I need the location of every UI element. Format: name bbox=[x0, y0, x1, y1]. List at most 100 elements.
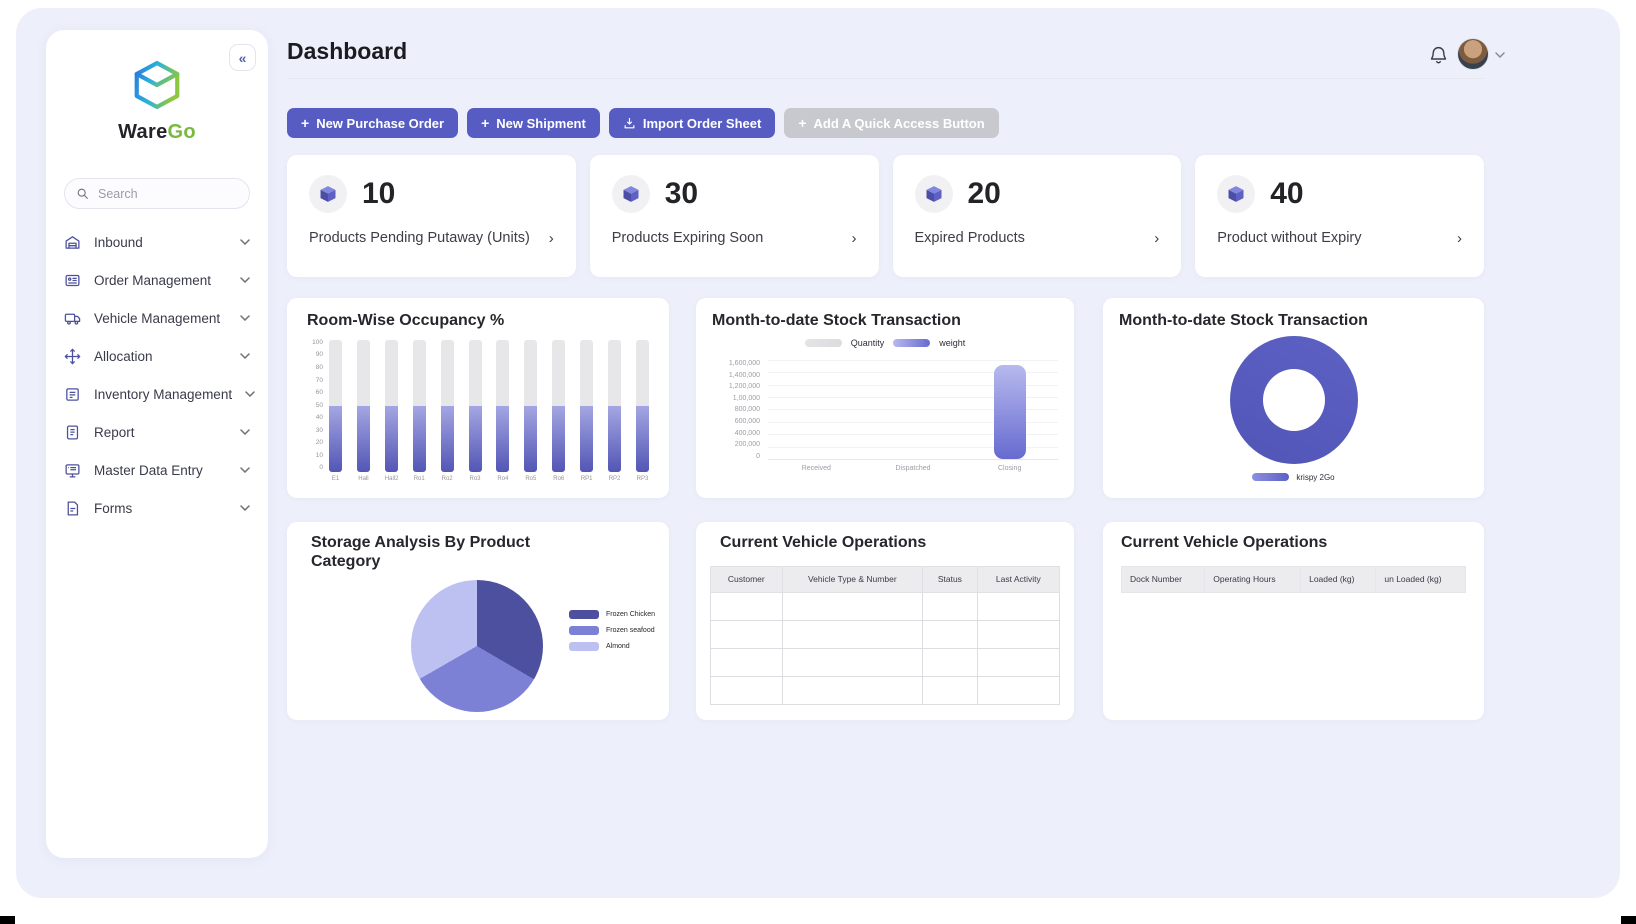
import-order-sheet-button[interactable]: Import Order Sheet bbox=[608, 108, 776, 138]
stat-card-expired-products[interactable]: 20 Expired Products › bbox=[892, 155, 1182, 277]
legend-label: weight bbox=[939, 337, 966, 348]
chevron-down-icon bbox=[240, 505, 250, 511]
button-label: New Purchase Order bbox=[316, 115, 445, 131]
category-slot-received bbox=[768, 360, 865, 459]
sidebar-nav: Inbound Order Management Vehicle Managemen… bbox=[46, 223, 268, 527]
legend-item-frozen-seafood: Frozen seafood bbox=[568, 626, 655, 635]
occupancy-bar-ro5 bbox=[524, 339, 538, 472]
add-a-quick-access-button-button[interactable]: + Add A Quick Access Button bbox=[784, 108, 999, 138]
button-label: New Shipment bbox=[496, 115, 586, 131]
legend-swatch bbox=[568, 642, 599, 651]
stat-label: Product without Expiry bbox=[1217, 230, 1362, 246]
chevron-down-icon bbox=[240, 467, 250, 473]
table-title: Current Vehicle Operations bbox=[1121, 534, 1328, 551]
chart-legend: Frozen Chicken Frozen seafood Almond bbox=[568, 610, 655, 651]
stat-cards-row: 10 Products Pending Putaway (Units) › 30 Pro… bbox=[287, 155, 1484, 277]
legend-swatch bbox=[568, 610, 599, 619]
occupancy-bar-hall bbox=[356, 339, 370, 472]
sidebar-item-label: Inventory Management bbox=[94, 386, 233, 402]
sidebar-item-label: Allocation bbox=[94, 348, 153, 364]
y-axis: 1,600,000 1,400,000 1,200,000 1,00,000 800,0… bbox=[728, 359, 760, 460]
sidebar-item-label: Order Management bbox=[94, 272, 212, 288]
chevron-right-icon: › bbox=[851, 229, 857, 247]
sidebar-item-forms[interactable]: Forms bbox=[46, 489, 268, 527]
table-row bbox=[710, 647, 1061, 677]
sidebar-item-master-data-entry[interactable]: Master Data Entry bbox=[46, 451, 268, 489]
x-axis-labels: E1 Hall Hall2 Ro1 Ro2 Ro3 Ro4 Ro5 Ro6 RP1 RP2 RP3 bbox=[331, 475, 649, 482]
button-label: Import Order Sheet bbox=[642, 115, 762, 131]
move-icon bbox=[64, 348, 81, 365]
download-icon bbox=[623, 117, 636, 130]
room-occupancy-card: Room-Wise Occupancy % 100 90 80 70 60 50 40 30 2… bbox=[287, 298, 669, 498]
search-input[interactable] bbox=[96, 185, 238, 202]
occupancy-bar-rp2 bbox=[608, 339, 622, 472]
sidebar-item-label: Vehicle Management bbox=[94, 310, 221, 326]
chart-title: Month-to-date Stock Transaction bbox=[712, 312, 961, 329]
package-icon bbox=[611, 175, 650, 213]
bars bbox=[329, 339, 649, 472]
sidebar-item-allocation[interactable]: Allocation bbox=[46, 337, 268, 375]
chevron-down-icon bbox=[245, 391, 255, 397]
stat-card-product-without-expiry[interactable]: 40 Product without Expiry › bbox=[1195, 155, 1484, 277]
vehicle-operations-card-1: Current Vehicle Operations Customer Vehic… bbox=[696, 522, 1074, 720]
legend-label: Frozen seafood bbox=[605, 627, 655, 634]
stat-value: 30 bbox=[664, 177, 699, 210]
chart-legend: krispy 2Go bbox=[1252, 473, 1335, 482]
chevron-down-icon bbox=[240, 277, 250, 283]
plot-area bbox=[768, 359, 1058, 460]
monitor-icon bbox=[64, 462, 81, 479]
occupancy-bar-hall2 bbox=[384, 339, 398, 472]
column-header-last-activity: Last Activity bbox=[976, 565, 1061, 593]
sidebar-item-inbound[interactable]: Inbound bbox=[46, 223, 268, 261]
category-slot-dispatched bbox=[865, 360, 962, 459]
occupancy-bar-ro4 bbox=[496, 339, 510, 472]
stock-transaction-donut-card: Month-to-date Stock Transaction krispy 2… bbox=[1103, 298, 1484, 498]
chevron-right-icon: › bbox=[1457, 229, 1462, 247]
cube-logo-icon bbox=[130, 60, 184, 116]
page-title: Dashboard bbox=[287, 38, 408, 64]
sidebar: « WareGo bbox=[46, 30, 268, 858]
new-purchase-order-button[interactable]: + New Purchase Order bbox=[287, 108, 459, 138]
sidebar-collapse-button[interactable]: « bbox=[229, 44, 256, 71]
quick-actions-bar: + New Purchase Order + New Shipment Import O… bbox=[287, 108, 999, 138]
sidebar-item-inventory-management[interactable]: Inventory Management bbox=[46, 375, 268, 413]
stat-value: 40 bbox=[1270, 177, 1304, 210]
table-row bbox=[710, 675, 1061, 705]
screen-artifact-right bbox=[1621, 916, 1636, 924]
sidebar-item-order-management[interactable]: Order Management bbox=[46, 261, 268, 299]
new-shipment-button[interactable]: + New Shipment bbox=[467, 108, 600, 138]
sidebar-item-label: Forms bbox=[94, 500, 133, 516]
occupancy-bar-ro1 bbox=[412, 339, 426, 472]
stat-card-products-pending-putaway-units[interactable]: 10 Products Pending Putaway (Units) › bbox=[287, 155, 576, 277]
user-avatar[interactable] bbox=[1457, 38, 1489, 70]
vehicle-operations-card-2: Current Vehicle Operations Dock Number Op… bbox=[1103, 522, 1484, 720]
occupancy-bar-ro2 bbox=[440, 339, 454, 472]
sidebar-item-vehicle-management[interactable]: Vehicle Management bbox=[46, 299, 268, 337]
sidebar-item-label: Report bbox=[94, 424, 135, 440]
stat-label: Products Expiring Soon bbox=[611, 230, 764, 246]
occupancy-bar-ro3 bbox=[468, 339, 482, 472]
chevron-down-icon[interactable] bbox=[1495, 52, 1505, 58]
bar-weight-closing bbox=[993, 365, 1026, 459]
vehicle-operations-table: Customer Vehicle Type & Number Status Last … bbox=[710, 565, 1061, 705]
search-box bbox=[64, 178, 250, 209]
search-icon bbox=[76, 187, 89, 200]
stat-card-products-expiring-soon[interactable]: 30 Products Expiring Soon › bbox=[589, 155, 879, 277]
sidebar-item-report[interactable]: Report bbox=[46, 413, 268, 451]
chart-title: Storage Analysis By Product Category bbox=[311, 534, 531, 570]
truck-icon bbox=[64, 310, 81, 327]
package-icon bbox=[309, 175, 347, 213]
stat-value: 10 bbox=[362, 177, 396, 210]
inventory-icon bbox=[64, 386, 81, 403]
table-row bbox=[710, 619, 1061, 649]
stat-value: 20 bbox=[967, 177, 1001, 210]
y-axis: 100 90 80 70 60 50 40 30 20 10 0 bbox=[312, 338, 323, 472]
pie-chart bbox=[411, 580, 543, 712]
stat-label: Products Pending Putaway (Units) bbox=[309, 230, 530, 246]
bell-icon[interactable] bbox=[1428, 44, 1449, 67]
plus-icon: + bbox=[301, 115, 310, 131]
category-slot-closing bbox=[961, 360, 1058, 459]
occupancy-bar-chart: 100 90 80 70 60 50 40 30 20 10 0 E1 Hall Hall2 Ro1 Ro2… bbox=[307, 338, 649, 482]
column-header-vehicle-type-number: Vehicle Type & Number bbox=[781, 565, 924, 593]
form-icon bbox=[64, 500, 81, 517]
